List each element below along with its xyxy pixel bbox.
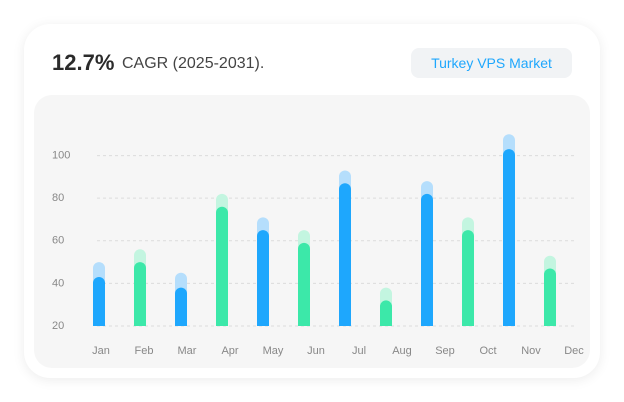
bar xyxy=(257,230,269,326)
bar xyxy=(93,277,105,326)
bar xyxy=(503,149,515,326)
x-tick-label: Nov xyxy=(521,345,541,357)
x-tick-label: Jan xyxy=(92,345,110,357)
x-tick-label: Jun xyxy=(307,345,325,357)
metric: 12.7% xyxy=(52,50,115,75)
y-tick-label: 40 xyxy=(52,277,64,289)
bar xyxy=(380,300,392,326)
y-tick-label: 80 xyxy=(52,192,64,204)
x-tick-label: Feb xyxy=(135,345,154,357)
badge[interactable]: Turkey VPS Market xyxy=(411,48,572,78)
metric-label: CAGR (2025-2031). xyxy=(122,55,265,72)
y-tick-label: 20 xyxy=(52,320,64,332)
bar xyxy=(544,268,556,326)
bar xyxy=(134,262,146,326)
bar xyxy=(339,183,351,326)
x-tick-label: Mar xyxy=(178,345,197,357)
bar xyxy=(175,287,187,326)
x-tick-label: Apr xyxy=(221,345,238,357)
bar xyxy=(462,230,474,326)
x-tick-label: Sep xyxy=(435,345,455,357)
x-tick-label: Jul xyxy=(352,345,366,357)
y-tick-label: 60 xyxy=(52,235,64,247)
x-tick-label: May xyxy=(263,345,284,357)
bar xyxy=(298,242,310,326)
y-tick-label: 100 xyxy=(52,149,70,161)
x-tick-label: Aug xyxy=(392,345,412,357)
bar xyxy=(421,193,433,326)
x-tick-label: Dec xyxy=(564,345,584,357)
bar xyxy=(216,206,228,326)
x-tick-label: Oct xyxy=(479,345,496,357)
chart-panel xyxy=(34,95,590,368)
